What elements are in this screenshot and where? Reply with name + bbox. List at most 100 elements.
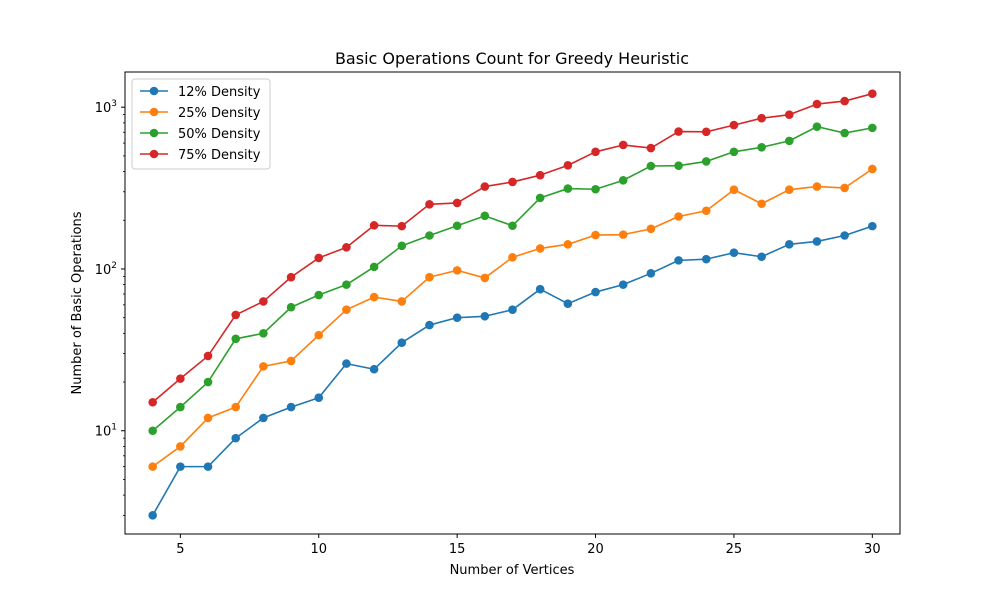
x-tick-label-25: 25 (726, 542, 743, 557)
data-point (452, 266, 462, 275)
series-2 (148, 122, 877, 436)
legend-box (131, 78, 271, 170)
x-tick-label-10: 10 (310, 542, 327, 557)
data-point (508, 221, 517, 231)
data-point (480, 211, 490, 221)
data-point (286, 356, 296, 366)
data-point (397, 221, 407, 231)
data-point (868, 164, 877, 174)
data-point (203, 413, 213, 423)
data-point (591, 230, 600, 240)
data-point (563, 184, 573, 193)
y-axis-label: Number of Basic Operations (70, 211, 85, 394)
legend-entry-2: 50% Density (140, 127, 261, 142)
data-point (729, 120, 739, 130)
legend-label: 75% Density (178, 148, 261, 163)
data-point (314, 393, 324, 403)
legend: 12% Density 25% Density 50% Density 75% Den… (131, 78, 271, 170)
data-point (840, 128, 849, 138)
data-point (784, 110, 794, 119)
data-point (231, 402, 241, 412)
legend-entry-0: 12% Density (140, 85, 261, 100)
data-point (868, 89, 877, 98)
data-point (812, 237, 822, 246)
data-point (369, 364, 379, 374)
data-point (508, 177, 517, 187)
data-point (812, 182, 822, 191)
data-point (452, 313, 462, 322)
data-point (286, 272, 296, 282)
data-point (342, 280, 351, 289)
data-point (535, 284, 545, 294)
data-point (480, 311, 490, 321)
series-1 (148, 164, 877, 471)
series-layer (148, 89, 877, 520)
data-point (729, 248, 739, 258)
data-point (646, 224, 656, 234)
data-point (757, 142, 766, 152)
data-point (757, 113, 766, 123)
data-point (508, 305, 517, 315)
data-point (591, 147, 600, 157)
x-tick-label-30: 30 (864, 542, 881, 557)
data-point (286, 402, 296, 412)
chart-title: Basic Operations Count for Greedy Heuris… (335, 49, 689, 68)
data-point (646, 143, 656, 153)
legend-entry-1: 25% Density (140, 106, 261, 121)
data-point (535, 244, 545, 253)
data-point (757, 252, 766, 262)
data-point (148, 426, 157, 436)
legend-label: 50% Density (178, 127, 261, 142)
data-point (397, 297, 407, 306)
data-point (535, 193, 545, 203)
data-point (508, 253, 517, 262)
legend-entry-3: 75% Density (140, 148, 261, 163)
data-point (757, 199, 766, 209)
data-point (563, 161, 573, 170)
data-point (701, 157, 711, 166)
data-point (784, 136, 794, 146)
data-point (369, 292, 379, 302)
data-point (314, 253, 324, 263)
data-point (369, 262, 379, 272)
data-point (618, 230, 628, 239)
data-point (784, 185, 794, 194)
data-point (342, 359, 351, 368)
series-3 (148, 89, 877, 407)
data-point (480, 273, 490, 283)
data-point (646, 161, 656, 171)
data-point (646, 269, 656, 278)
data-point (674, 256, 683, 265)
legend-label: 12% Density (178, 85, 261, 100)
data-point (342, 243, 351, 252)
data-point (535, 170, 545, 180)
y-tick-label-100: 102 (95, 261, 117, 278)
data-point (618, 280, 628, 289)
legend-label: 25% Density (178, 106, 261, 121)
plot-frame (124, 71, 901, 535)
data-point (701, 127, 711, 137)
data-point (674, 212, 683, 221)
data-point (674, 127, 683, 136)
data-point (203, 377, 213, 387)
y-axis: 101 102 103 (95, 99, 125, 516)
x-axis-label: Number of Vertices (450, 563, 575, 578)
data-point (452, 221, 462, 231)
data-point (397, 241, 407, 251)
data-point (203, 351, 213, 361)
data-point (176, 402, 185, 412)
data-point (591, 184, 600, 194)
legend-marker (149, 128, 159, 138)
data-point (868, 221, 877, 231)
data-point (425, 272, 434, 282)
data-point (840, 96, 849, 106)
data-point (784, 240, 794, 249)
y-tick-label-1000: 103 (95, 99, 117, 116)
data-point (840, 231, 849, 240)
data-point (729, 147, 739, 157)
data-point (231, 334, 241, 344)
data-point (812, 99, 822, 109)
legend-marker (149, 149, 159, 159)
data-point (868, 123, 877, 133)
data-point (425, 231, 434, 240)
